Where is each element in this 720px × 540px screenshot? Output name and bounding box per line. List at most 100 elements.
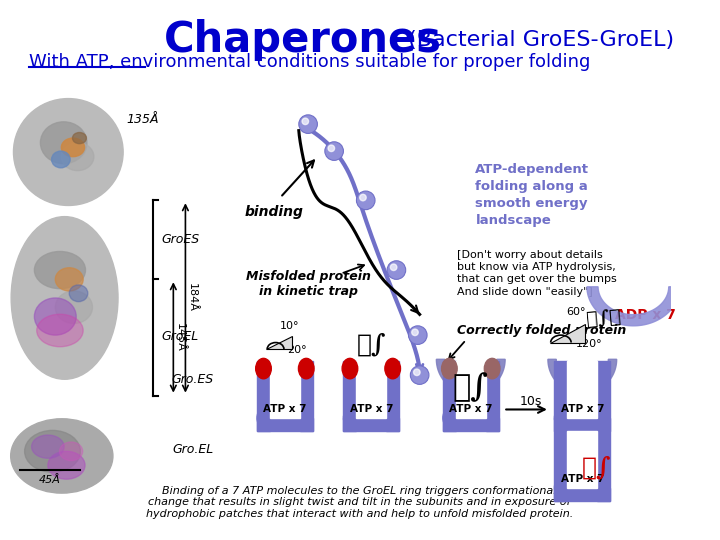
Text: With ATP, environmental conditions suitable for proper folding: With ATP, environmental conditions suita… (30, 53, 590, 71)
Text: ATP-dependent
folding along a
smooth energy
landscape: ATP-dependent folding along a smooth ene… (475, 163, 590, 227)
Ellipse shape (24, 430, 81, 472)
Circle shape (412, 329, 418, 335)
Text: ℰ∫: ℰ∫ (356, 333, 386, 356)
Bar (443, 361, 456, 431)
Bar (257, 418, 312, 431)
Bar (343, 361, 356, 431)
Circle shape (360, 194, 366, 201)
Ellipse shape (61, 138, 84, 157)
Text: ATP x 7: ATP x 7 (449, 404, 492, 415)
Ellipse shape (298, 359, 314, 379)
Text: GroES: GroES (161, 233, 199, 246)
Polygon shape (266, 336, 292, 349)
Text: GroEL: GroEL (161, 330, 199, 343)
Ellipse shape (343, 405, 369, 431)
Ellipse shape (485, 359, 500, 379)
Ellipse shape (35, 252, 86, 289)
Ellipse shape (584, 475, 610, 501)
Text: ATP x 7: ATP x 7 (263, 404, 307, 415)
Ellipse shape (256, 359, 271, 379)
Polygon shape (550, 324, 585, 342)
Ellipse shape (69, 285, 88, 302)
Ellipse shape (48, 451, 85, 479)
Text: ADP x 7: ADP x 7 (615, 308, 675, 322)
Ellipse shape (584, 405, 610, 431)
Circle shape (356, 191, 375, 210)
Circle shape (328, 145, 335, 152)
Bar (554, 488, 610, 501)
Text: Correctly folded protein: Correctly folded protein (456, 324, 626, 337)
Text: Binding of a 7 ATP molecules to the GroEL ring triggers conformational
change th: Binding of a 7 ATP molecules to the GroE… (145, 485, 573, 519)
Text: 10s: 10s (520, 395, 542, 408)
Circle shape (408, 326, 427, 345)
Ellipse shape (257, 405, 283, 431)
Text: binding: binding (244, 205, 303, 219)
Text: ℰ∫ℰ: ℰ∫ℰ (585, 308, 622, 329)
Bar (485, 361, 499, 431)
Bar (597, 431, 610, 501)
Ellipse shape (55, 268, 84, 291)
Text: 10°: 10° (280, 321, 300, 330)
Ellipse shape (14, 99, 123, 205)
Text: 184Å: 184Å (187, 284, 197, 313)
Bar (456, 361, 485, 418)
Ellipse shape (11, 419, 113, 493)
Circle shape (390, 264, 397, 271)
Text: ATP x 7: ATP x 7 (561, 474, 604, 484)
Bar (554, 431, 567, 501)
Text: Chaperones: Chaperones (164, 18, 442, 60)
Text: (Bacterial GroES-GroEL): (Bacterial GroES-GroEL) (401, 30, 674, 50)
Polygon shape (548, 359, 616, 394)
Ellipse shape (32, 435, 64, 458)
Bar (554, 418, 610, 431)
Ellipse shape (554, 405, 580, 431)
Bar (597, 361, 610, 431)
Ellipse shape (37, 314, 84, 347)
Ellipse shape (52, 151, 70, 168)
Text: [Don't worry about details
but know via ATP hydrolysis,
that can get over the bu: [Don't worry about details but know via … (456, 249, 616, 297)
Ellipse shape (61, 143, 94, 171)
Ellipse shape (40, 122, 87, 164)
Circle shape (410, 366, 429, 384)
Circle shape (302, 118, 309, 125)
Ellipse shape (55, 291, 92, 323)
Circle shape (413, 369, 420, 375)
Ellipse shape (554, 475, 580, 501)
Text: ATP x 7: ATP x 7 (349, 404, 393, 415)
Text: 145Å: 145Å (175, 323, 185, 352)
Polygon shape (587, 287, 680, 326)
Text: Gro.EL: Gro.EL (172, 443, 213, 456)
Text: 120°: 120° (576, 339, 603, 349)
Text: Gro.ES: Gro.ES (171, 373, 213, 386)
Text: ATP x 7: ATP x 7 (561, 404, 604, 415)
Ellipse shape (385, 359, 400, 379)
Circle shape (387, 261, 405, 279)
Bar (356, 361, 386, 418)
Bar (300, 361, 312, 431)
Text: 60°: 60° (567, 307, 586, 316)
Circle shape (325, 142, 343, 160)
Text: 135Å: 135Å (127, 113, 159, 126)
Bar (567, 431, 597, 488)
Ellipse shape (441, 359, 457, 379)
Text: 45Å: 45Å (39, 475, 60, 484)
Bar (443, 418, 499, 431)
Circle shape (299, 115, 318, 133)
Ellipse shape (287, 405, 312, 431)
Ellipse shape (11, 217, 118, 379)
Text: ℰ∫: ℰ∫ (582, 456, 611, 480)
Ellipse shape (60, 442, 83, 461)
Ellipse shape (373, 405, 399, 431)
Bar (386, 361, 399, 431)
Bar (270, 361, 300, 418)
Ellipse shape (73, 132, 86, 144)
Bar (257, 361, 270, 431)
Bar (567, 361, 597, 418)
Ellipse shape (472, 405, 499, 431)
Bar (554, 361, 567, 431)
Ellipse shape (342, 359, 358, 379)
Polygon shape (436, 359, 505, 394)
Text: 20°: 20° (287, 345, 306, 355)
Ellipse shape (443, 405, 469, 431)
Text: Misfolded protein
in kinetic trap: Misfolded protein in kinetic trap (246, 270, 371, 298)
